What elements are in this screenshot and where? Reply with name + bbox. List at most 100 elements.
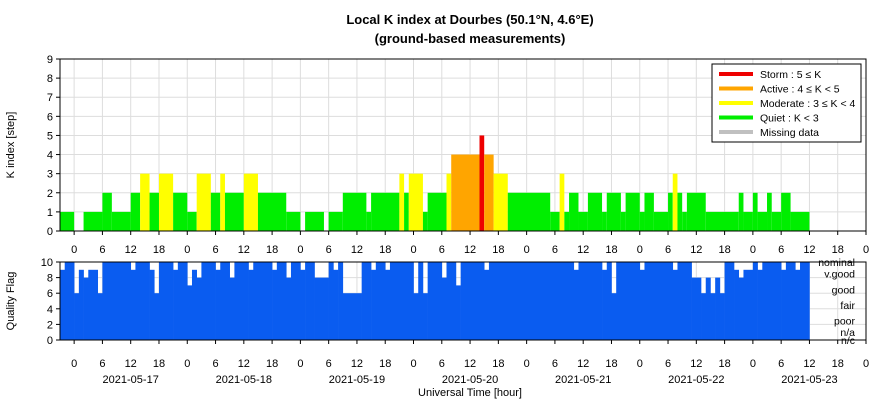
quality-x-tick-label: 18 — [718, 358, 730, 370]
quality-x-tick-label: 12 — [690, 358, 702, 370]
k-index-bar — [130, 192, 141, 231]
k-index-x-tick-label: 18 — [153, 244, 165, 256]
quality-flag-bar — [253, 262, 273, 340]
quality-flag-bar — [64, 262, 75, 340]
quality-flag-bar — [578, 262, 603, 340]
legend-entry: Missing data — [760, 127, 819, 139]
quality-flag-bar — [422, 293, 428, 340]
quality-x-tick-label: 6 — [212, 358, 218, 370]
legend-entry: Moderate : 3 ≤ K < 4 — [760, 98, 856, 110]
quality-flag-bar — [762, 262, 782, 340]
quality-flag-bar — [83, 277, 89, 340]
quality-x-tick-label: 18 — [266, 358, 278, 370]
k-index-bar — [404, 192, 409, 231]
quality-flag-bar — [715, 277, 721, 340]
quality-flag-bar — [201, 262, 216, 340]
k-index-bar — [559, 173, 565, 231]
k-index-y-tick-label: 3 — [47, 169, 53, 181]
quality-x-tick-label: 6 — [665, 358, 671, 370]
k-index-x-tick-label: 18 — [492, 244, 504, 256]
quality-flag-bar — [800, 262, 810, 340]
quality-x-tick-label: 12 — [351, 358, 363, 370]
quality-flag-bar — [149, 269, 155, 340]
k-index-x-tick-label: 6 — [99, 244, 105, 256]
quality-flag-bar — [672, 269, 678, 340]
quality-flag-bar — [705, 277, 711, 340]
k-index-bar — [408, 173, 423, 231]
k-index-bar — [644, 192, 654, 231]
quality-flag-bar — [300, 269, 306, 340]
k-index-bar — [342, 192, 367, 231]
quality-flag-bar — [361, 262, 372, 340]
quality-x-tick-label: 18 — [379, 358, 391, 370]
quality-level-label: fair — [840, 300, 855, 312]
quality-flag-bar — [338, 262, 344, 340]
quality-x-tick-label: 12 — [238, 358, 250, 370]
quality-flag-bar — [130, 269, 136, 340]
quality-x-tick-label: 12 — [464, 358, 476, 370]
quality-flag-bar — [606, 262, 612, 340]
k-index-x-tick-label: 12 — [125, 244, 137, 256]
quality-flag-bar — [191, 269, 197, 340]
k-index-bar — [305, 211, 324, 231]
date-label: 2021-05-21 — [555, 374, 611, 386]
quality-x-tick-label: 18 — [153, 358, 165, 370]
quality-flag-bar — [385, 269, 391, 340]
k-index-bar — [550, 211, 560, 231]
k-index-bar — [493, 173, 508, 231]
k-index-x-tick-label: 18 — [605, 244, 617, 256]
quality-x-tick-label: 12 — [803, 358, 815, 370]
k-index-bar — [639, 211, 645, 231]
k-index-bar — [196, 173, 211, 231]
quality-flag-bar — [484, 269, 490, 340]
legend-entry: Quiet : K < 3 — [760, 113, 819, 125]
quality-x-tick-label: 0 — [524, 358, 530, 370]
k-index-bar — [781, 192, 791, 231]
k-index-x-tick-label: 18 — [718, 244, 730, 256]
k-index-x-tick-label: 6 — [665, 244, 671, 256]
x-axis-label: Universal Time [hour] — [418, 387, 522, 399]
k-index-plot-frame — [59, 58, 867, 232]
k-index-x-tick-label: 12 — [690, 244, 702, 256]
k-index-bar — [479, 135, 485, 231]
quality-flag-bar — [60, 269, 66, 340]
quality-flag-bar — [743, 269, 754, 340]
legend-entry: Storm : 5 ≤ K — [760, 69, 821, 81]
chart-subtitle: (ground-based measurements) — [375, 31, 566, 46]
k-index-bar — [422, 211, 428, 231]
quality-flag-bar — [88, 269, 99, 340]
quality-flag-bar — [272, 269, 278, 340]
k-index-bar — [243, 173, 258, 231]
quality-flag-bar — [187, 285, 193, 340]
k-index-bar — [738, 192, 744, 231]
k-index-bars — [60, 135, 810, 231]
k-index-bar — [620, 211, 626, 231]
quality-x-tick-label: 18 — [832, 358, 844, 370]
quality-flag-bar — [441, 277, 447, 340]
quality-flag-bar — [196, 277, 202, 340]
quality-x-tick-label: 6 — [552, 358, 558, 370]
quality-flag-bar — [418, 262, 424, 340]
k-index-y-tick-label: 4 — [47, 150, 53, 162]
k-index-bar — [686, 192, 706, 231]
k-index-bar — [578, 211, 588, 231]
k-index-y-tick-label: 6 — [47, 111, 53, 123]
quality-flag-bar — [215, 269, 221, 340]
k-index-x-tick-label: 12 — [577, 244, 589, 256]
quality-flag-bar — [719, 293, 725, 340]
k-index-bar — [757, 211, 768, 231]
k-index-y-tick-label: 9 — [47, 54, 53, 66]
k-index-x-tick-label: 0 — [184, 244, 190, 256]
legend: Storm : 5 ≤ K Active : 4 ≤ K < 5 Moderate … — [711, 63, 862, 143]
quality-flag-bar — [102, 262, 132, 340]
quality-flag-bar — [314, 277, 329, 340]
k-index-bar — [328, 211, 343, 231]
k-index-x-tick-label: 12 — [464, 244, 476, 256]
quality-flag-bar — [389, 262, 414, 340]
quality-flag-bar — [276, 262, 287, 340]
quality-flag-bar — [158, 262, 174, 340]
quality-level-label: good — [832, 284, 856, 296]
quality-flag-bar — [602, 269, 608, 340]
quality-flag-bar — [413, 293, 419, 340]
